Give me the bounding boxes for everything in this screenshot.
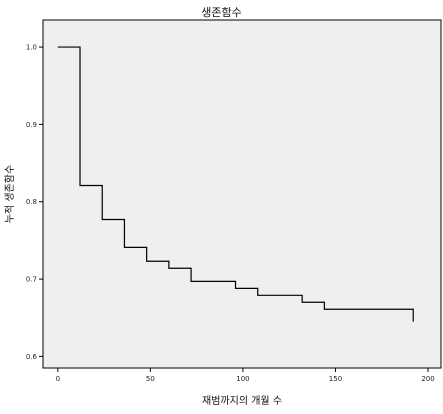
- y-tick-label: 0.9: [26, 121, 37, 129]
- x-axis-ticks: 0 50 100 150 200: [56, 368, 435, 383]
- plot-area: [42, 19, 442, 369]
- y-axis-title: 누적 생존함수: [4, 165, 16, 223]
- y-axis-ticks: 0.6 0.7 0.8 0.9 1.0: [26, 44, 43, 361]
- y-tick-label: 1.0: [26, 44, 37, 52]
- x-tick-label: 150: [329, 375, 342, 383]
- x-tick-label: 100: [236, 375, 249, 383]
- x-axis-title: 재범까지의 개월 수: [202, 395, 282, 407]
- y-tick-label: 0.8: [26, 198, 37, 206]
- survival-step-line: [57, 46, 414, 322]
- x-tick-label: 0: [56, 375, 60, 383]
- x-tick-label: 50: [146, 375, 155, 383]
- chart-title: 생존함수: [201, 6, 241, 19]
- x-tick-label: 200: [421, 375, 434, 383]
- y-tick-label: 0.7: [26, 276, 37, 284]
- y-tick-label: 0.6: [26, 353, 38, 361]
